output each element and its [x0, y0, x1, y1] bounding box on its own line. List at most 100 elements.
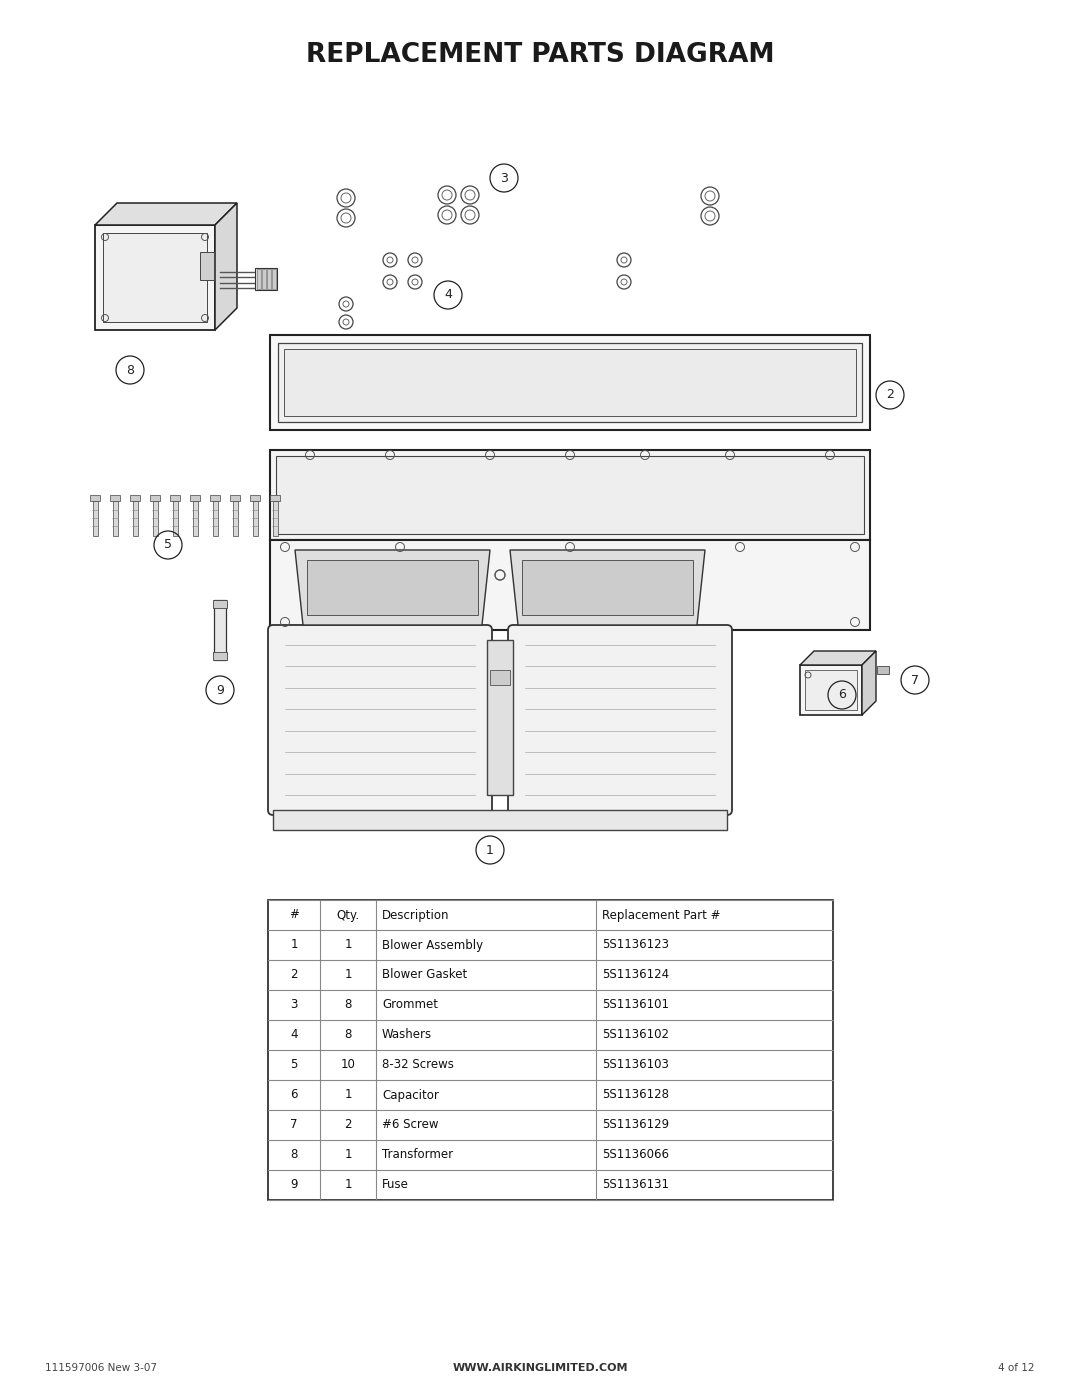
Text: 3: 3	[291, 999, 298, 1011]
Text: 9: 9	[291, 1179, 298, 1192]
FancyBboxPatch shape	[130, 495, 140, 502]
Text: Qty.: Qty.	[337, 908, 360, 922]
Text: 2: 2	[291, 968, 298, 982]
Text: 5S1136124: 5S1136124	[602, 968, 670, 982]
Text: 1: 1	[345, 939, 352, 951]
FancyBboxPatch shape	[262, 270, 266, 289]
FancyBboxPatch shape	[522, 560, 693, 615]
Text: 4 of 12: 4 of 12	[999, 1363, 1035, 1373]
Text: 1: 1	[345, 1179, 352, 1192]
Text: #: #	[289, 908, 299, 922]
FancyBboxPatch shape	[268, 624, 492, 814]
FancyBboxPatch shape	[213, 599, 227, 608]
FancyBboxPatch shape	[257, 270, 261, 289]
Text: 5S1136123: 5S1136123	[602, 939, 669, 951]
FancyBboxPatch shape	[272, 270, 276, 289]
Text: 7: 7	[912, 673, 919, 686]
FancyBboxPatch shape	[270, 450, 870, 541]
Text: 6: 6	[291, 1088, 298, 1101]
FancyBboxPatch shape	[270, 541, 870, 630]
Text: 6: 6	[838, 689, 846, 701]
Text: 3: 3	[500, 172, 508, 184]
FancyBboxPatch shape	[110, 495, 120, 502]
FancyBboxPatch shape	[213, 502, 217, 536]
Text: Blower Gasket: Blower Gasket	[382, 968, 468, 982]
Polygon shape	[295, 550, 490, 624]
FancyBboxPatch shape	[508, 624, 732, 814]
FancyBboxPatch shape	[268, 900, 833, 1200]
Text: 2: 2	[345, 1119, 352, 1132]
Polygon shape	[510, 550, 705, 624]
Text: 111597006 New 3-07: 111597006 New 3-07	[45, 1363, 157, 1373]
FancyBboxPatch shape	[210, 495, 220, 502]
FancyBboxPatch shape	[93, 502, 97, 536]
Text: Blower Assembly: Blower Assembly	[382, 939, 483, 951]
Text: 4: 4	[291, 1028, 298, 1042]
Text: Capacitor: Capacitor	[382, 1088, 438, 1101]
FancyBboxPatch shape	[90, 495, 100, 502]
Text: 5S1136103: 5S1136103	[602, 1059, 669, 1071]
Text: 5S1136128: 5S1136128	[602, 1088, 669, 1101]
Text: 5: 5	[164, 538, 172, 552]
Text: REPLACEMENT PARTS DIAGRAM: REPLACEMENT PARTS DIAGRAM	[306, 42, 774, 68]
FancyBboxPatch shape	[877, 666, 889, 673]
Text: Transformer: Transformer	[382, 1148, 454, 1161]
Polygon shape	[215, 203, 237, 330]
Text: 8: 8	[126, 363, 134, 377]
Text: 8-32 Screws: 8-32 Screws	[382, 1059, 454, 1071]
Text: Fuse: Fuse	[382, 1179, 409, 1192]
FancyBboxPatch shape	[272, 502, 278, 536]
Text: 1: 1	[345, 1148, 352, 1161]
FancyBboxPatch shape	[150, 495, 160, 502]
Text: 5S1136101: 5S1136101	[602, 999, 669, 1011]
FancyBboxPatch shape	[490, 671, 510, 685]
Text: 1: 1	[291, 939, 298, 951]
FancyBboxPatch shape	[270, 335, 870, 430]
FancyBboxPatch shape	[95, 225, 215, 330]
FancyBboxPatch shape	[192, 502, 198, 536]
FancyBboxPatch shape	[133, 502, 137, 536]
Polygon shape	[800, 651, 876, 665]
Text: 8: 8	[291, 1148, 298, 1161]
Text: 5S1136131: 5S1136131	[602, 1179, 669, 1192]
FancyBboxPatch shape	[307, 560, 478, 615]
Text: 7: 7	[291, 1119, 298, 1132]
Text: 1: 1	[345, 968, 352, 982]
Text: 5S1136102: 5S1136102	[602, 1028, 669, 1042]
FancyBboxPatch shape	[213, 652, 227, 659]
FancyBboxPatch shape	[805, 671, 858, 710]
FancyBboxPatch shape	[487, 640, 513, 795]
FancyBboxPatch shape	[249, 495, 260, 502]
FancyBboxPatch shape	[278, 344, 862, 422]
FancyBboxPatch shape	[232, 502, 238, 536]
Text: 10: 10	[340, 1059, 355, 1071]
Text: 8: 8	[345, 1028, 352, 1042]
Text: #6 Screw: #6 Screw	[382, 1119, 438, 1132]
FancyBboxPatch shape	[255, 268, 276, 291]
FancyBboxPatch shape	[284, 349, 856, 416]
Text: 5: 5	[291, 1059, 298, 1071]
FancyBboxPatch shape	[253, 502, 257, 536]
Polygon shape	[862, 651, 876, 715]
Text: Replacement Part #: Replacement Part #	[602, 908, 720, 922]
Text: 8: 8	[345, 999, 352, 1011]
Text: 5S1136129: 5S1136129	[602, 1119, 670, 1132]
FancyBboxPatch shape	[800, 665, 862, 715]
Text: WWW.AIRKINGLIMITED.COM: WWW.AIRKINGLIMITED.COM	[453, 1363, 627, 1373]
FancyBboxPatch shape	[152, 502, 158, 536]
FancyBboxPatch shape	[190, 495, 200, 502]
FancyBboxPatch shape	[276, 455, 864, 534]
FancyBboxPatch shape	[267, 270, 271, 289]
Text: 4: 4	[444, 289, 451, 302]
FancyBboxPatch shape	[103, 233, 207, 321]
Polygon shape	[95, 203, 237, 225]
Text: Description: Description	[382, 908, 449, 922]
Text: 9: 9	[216, 683, 224, 697]
FancyBboxPatch shape	[270, 495, 280, 502]
Text: Grommet: Grommet	[382, 999, 438, 1011]
FancyBboxPatch shape	[173, 502, 177, 536]
FancyBboxPatch shape	[200, 251, 214, 279]
FancyBboxPatch shape	[214, 599, 226, 659]
Text: 2: 2	[886, 388, 894, 401]
FancyBboxPatch shape	[170, 495, 180, 502]
